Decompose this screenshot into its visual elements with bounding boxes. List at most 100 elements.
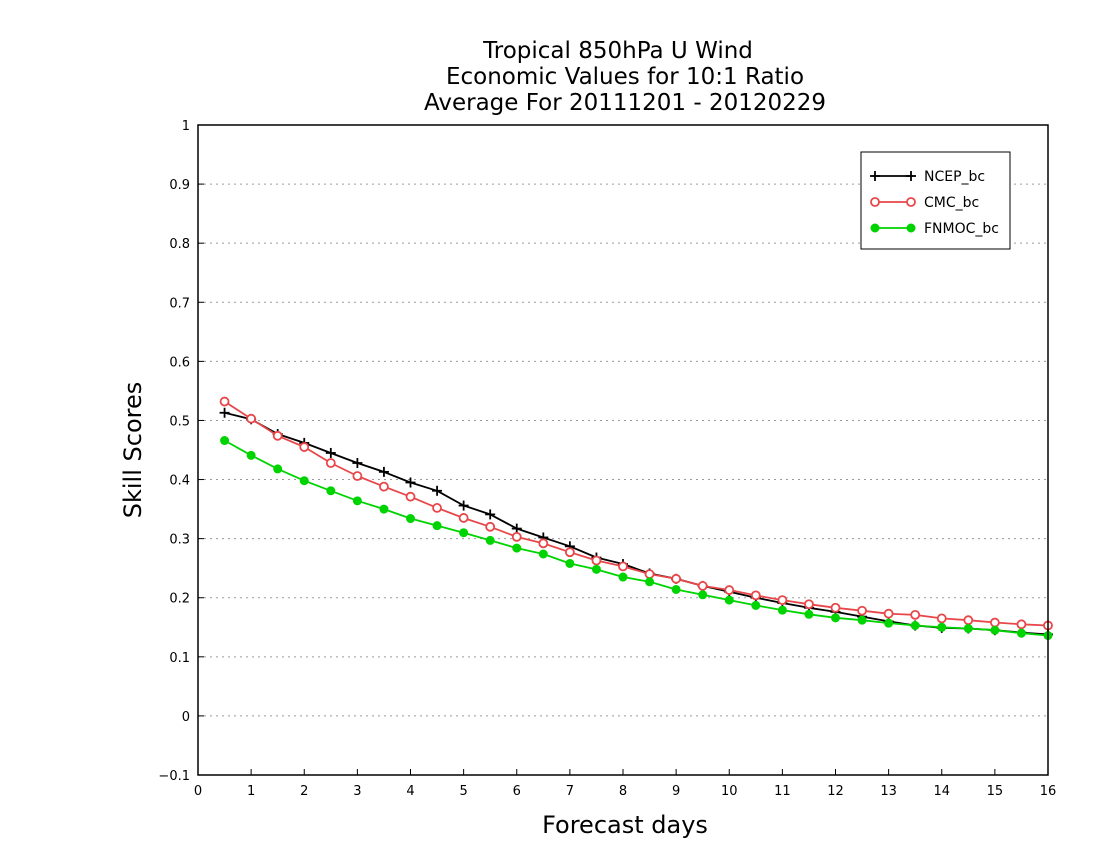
x-tick-label: 7 <box>566 784 574 799</box>
x-tick-label: 1 <box>247 784 255 799</box>
y-tick-label: 0 <box>182 710 190 725</box>
data-point <box>671 573 682 584</box>
series-fnmoc-bc <box>220 436 1053 641</box>
y-tick-label: 0.7 <box>169 296 190 311</box>
legend-item-fnmoc-bc: FNMOC_bc <box>870 221 999 237</box>
x-tick-label: 16 <box>1040 784 1057 799</box>
y-tick-label: 0.9 <box>169 178 190 193</box>
legend-label: CMC_bc <box>924 195 979 211</box>
data-point <box>724 585 735 595</box>
data-point <box>325 458 336 468</box>
data-point <box>459 528 469 538</box>
data-point <box>299 476 309 486</box>
data-point <box>219 396 230 407</box>
data-point <box>618 572 628 582</box>
data-point <box>870 171 880 181</box>
data-point <box>458 513 469 523</box>
chart-title-line-2: Economic Values for 10:1 Ratio <box>446 64 804 90</box>
y-tick-label: 0.4 <box>169 474 190 489</box>
data-point <box>936 613 947 624</box>
y-tick-label: 0.5 <box>169 414 190 429</box>
x-tick-label: 15 <box>987 784 1004 799</box>
y-axis-label: Skill Scores <box>119 382 147 519</box>
chart-title-line-3: Average For 20111201 - 20120229 <box>424 90 826 116</box>
x-tick-label: 12 <box>827 784 844 799</box>
data-point <box>485 509 496 520</box>
data-point <box>751 600 761 610</box>
x-tick-label: 6 <box>513 784 521 799</box>
data-point <box>405 491 416 502</box>
legend-item-ncep-bc: NCEP_bc <box>870 169 985 185</box>
data-point <box>219 407 230 418</box>
x-tick-label: 14 <box>933 784 950 799</box>
data-point <box>273 464 283 474</box>
data-point <box>906 171 916 181</box>
x-tick-label: 5 <box>459 784 467 799</box>
data-point <box>379 504 389 514</box>
x-tick-label: 10 <box>721 784 738 799</box>
data-point <box>671 584 681 594</box>
series-cmc-bc <box>219 396 1053 631</box>
data-point <box>432 485 443 496</box>
data-point <box>591 555 602 566</box>
data-point <box>432 503 442 513</box>
data-point <box>963 623 973 633</box>
y-tick-label: 0.3 <box>169 533 190 548</box>
x-tick-label: 9 <box>672 784 680 799</box>
data-point <box>831 613 840 623</box>
data-point <box>870 197 880 207</box>
x-tick-label: 2 <box>300 784 308 799</box>
x-tick-label: 3 <box>353 784 361 799</box>
data-point <box>644 569 655 579</box>
data-point <box>910 621 920 630</box>
data-point <box>1016 619 1027 630</box>
data-point <box>804 599 814 610</box>
data-point <box>432 521 442 531</box>
data-point <box>870 223 880 233</box>
legend-item-cmc-bc: CMC_bc <box>870 195 979 211</box>
data-point <box>830 602 841 613</box>
data-point <box>220 436 230 446</box>
data-point <box>857 615 867 625</box>
data-point <box>645 577 655 587</box>
data-point <box>777 605 787 615</box>
data-point <box>352 458 363 468</box>
data-point <box>591 564 601 574</box>
data-point <box>406 514 415 524</box>
data-point <box>511 523 522 534</box>
data-point <box>963 615 974 626</box>
data-point <box>538 538 549 549</box>
x-tick-label: 0 <box>194 784 202 799</box>
legend-label: NCEP_bc <box>924 169 985 185</box>
data-point <box>724 595 734 605</box>
y-tick-label: 0.2 <box>169 592 190 607</box>
data-point <box>564 547 575 558</box>
y-tick-label: 0.1 <box>169 651 190 666</box>
data-point <box>458 500 469 511</box>
x-tick-label: 4 <box>406 784 414 799</box>
legend-box <box>860 151 1011 250</box>
data-point <box>485 521 496 532</box>
data-point <box>405 477 416 488</box>
x-tick-label: 8 <box>619 784 627 799</box>
data-point <box>512 543 522 553</box>
y-tick-label: −0.1 <box>158 769 190 784</box>
data-point <box>565 558 575 568</box>
data-point <box>272 430 283 441</box>
legend: NCEP_bc CMC_bc FNMOC_bc <box>860 151 1011 250</box>
data-point <box>1016 628 1026 638</box>
data-point <box>697 581 708 591</box>
data-point <box>299 442 310 452</box>
data-point <box>884 618 894 628</box>
data-point <box>511 531 522 542</box>
data-point <box>906 197 916 207</box>
data-point <box>777 595 788 605</box>
data-point <box>698 590 708 600</box>
chart-title-line-1: Tropical 850hPa U Wind <box>482 38 753 64</box>
y-tick-label: 0.6 <box>169 355 190 370</box>
y-tick-label: 1 <box>182 119 190 134</box>
data-point <box>910 609 921 620</box>
data-point <box>937 622 947 632</box>
data-point <box>804 609 814 619</box>
